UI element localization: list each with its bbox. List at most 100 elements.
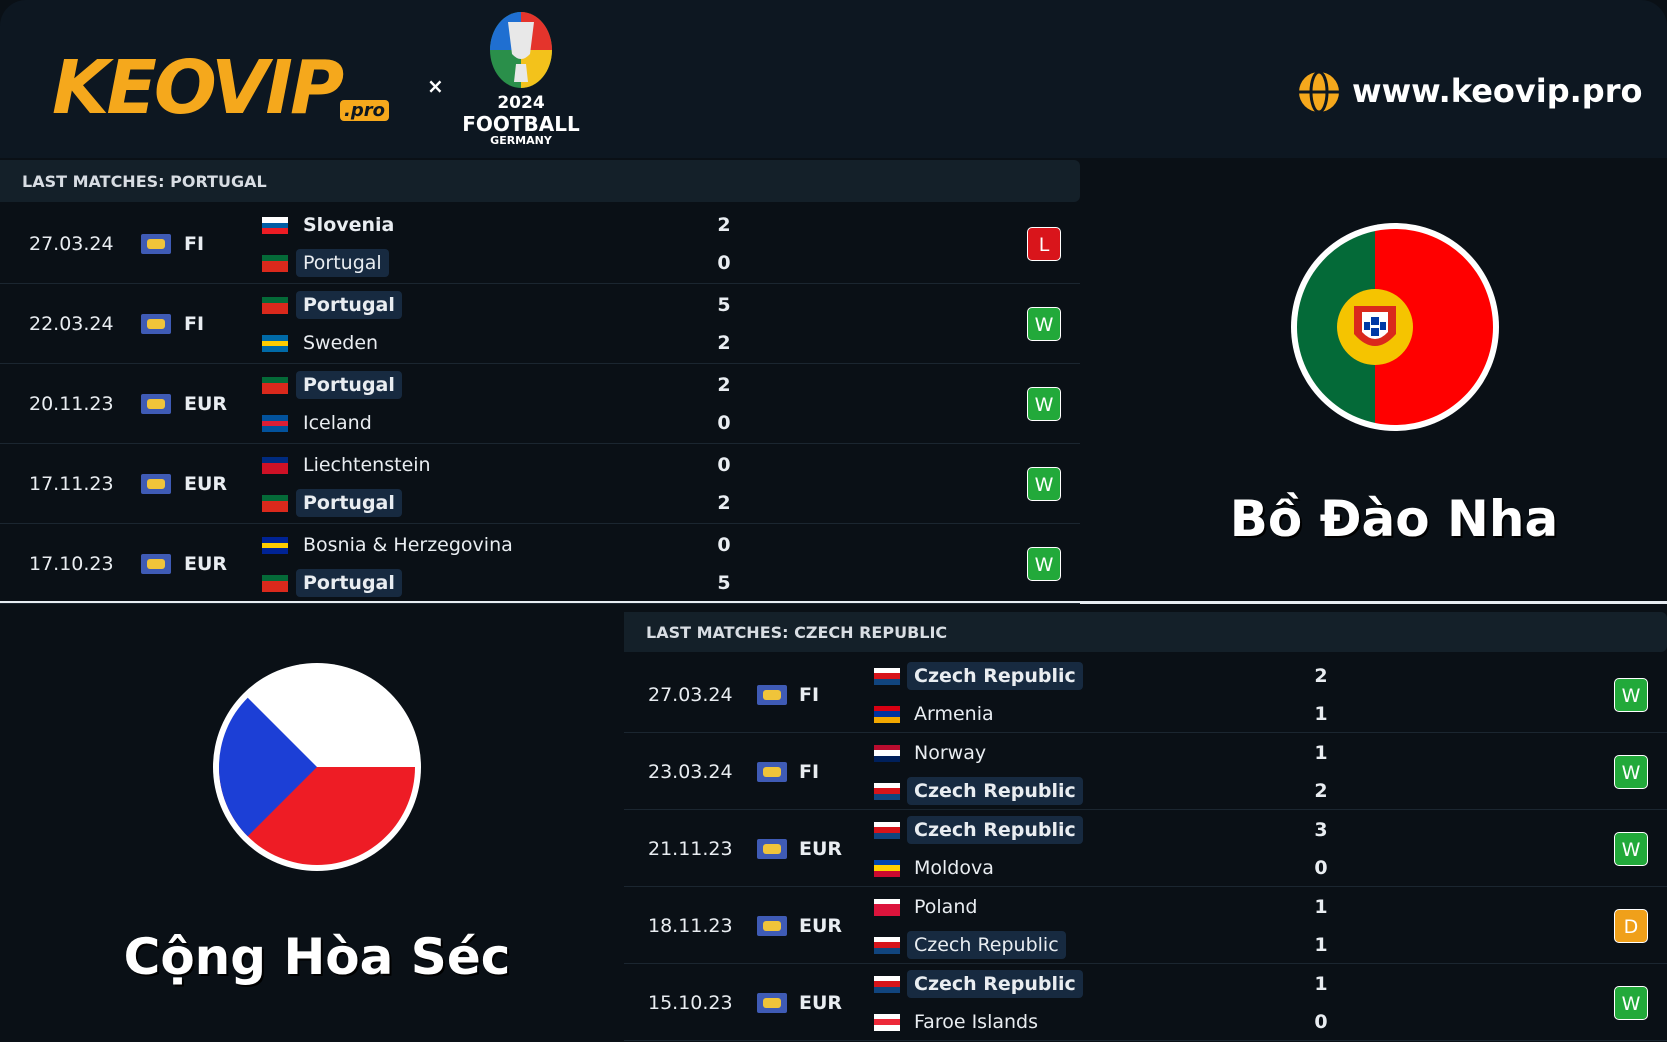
- event-name: FOOTBALL: [462, 112, 580, 136]
- team-flag: [874, 898, 900, 916]
- score-home: 2: [1314, 664, 1328, 687]
- team-name-away: Czech Republic: [907, 930, 1066, 959]
- result-badge: D: [1614, 908, 1648, 943]
- team-name-away: Portugal: [296, 249, 389, 277]
- score-home: 2: [717, 374, 731, 396]
- team-flag: [874, 782, 900, 800]
- score-home: 0: [717, 534, 731, 556]
- score-home: 1: [1314, 895, 1328, 918]
- section-heading: LAST MATCHES: CZECH REPUBLIC: [624, 612, 1667, 652]
- competition: EUR: [799, 991, 843, 1014]
- result-badge: W: [1614, 831, 1648, 866]
- team-name-away: Sweden: [303, 332, 379, 354]
- team-flag: [874, 667, 900, 685]
- match-divider: [624, 809, 1667, 810]
- score-away: 1: [1314, 933, 1328, 956]
- website: www.keovip.pro: [1352, 72, 1643, 110]
- logo: KEOVIP: [52, 45, 344, 131]
- team-flag: [874, 975, 900, 993]
- team-flag: [874, 744, 900, 762]
- competition: FI: [799, 760, 820, 783]
- competition: FI: [184, 313, 205, 335]
- score-away: 5: [717, 572, 731, 594]
- score-away: 0: [717, 412, 731, 434]
- match-divider: [0, 443, 1080, 444]
- score-away: 2: [717, 492, 731, 514]
- competition-icon: [141, 394, 171, 414]
- result-badge: W: [1614, 754, 1648, 789]
- team-flag: [262, 495, 288, 512]
- globe-icon: [1299, 70, 1339, 114]
- team-name-home: Czech Republic: [907, 815, 1083, 844]
- team-name-away: Moldova: [914, 856, 994, 879]
- competition: EUR: [799, 837, 843, 860]
- match-date: 17.11.23: [29, 473, 114, 495]
- match-divider: [624, 732, 1667, 733]
- competition-icon: [141, 314, 171, 334]
- team-name-away: Portugal: [296, 489, 402, 517]
- team-name-home: Slovenia: [303, 214, 395, 236]
- team-name-home: Czech Republic: [907, 969, 1083, 998]
- match-date: 22.03.24: [29, 313, 114, 335]
- portugal-flag-circle: [1291, 223, 1499, 431]
- team-flag: [874, 705, 900, 723]
- team-flag: [262, 255, 288, 272]
- competition: FI: [799, 683, 820, 706]
- team-name-home: Norway: [914, 741, 987, 764]
- team-name-home: Liechtenstein: [303, 454, 431, 476]
- competition: FI: [184, 233, 205, 255]
- result-badge: W: [1027, 467, 1061, 501]
- match-date: 21.11.23: [648, 837, 733, 860]
- match-divider: [0, 523, 1080, 524]
- score-away: 2: [717, 332, 731, 354]
- team-name-home: Portugal: [296, 291, 402, 319]
- competition: EUR: [799, 914, 843, 937]
- team-name: Bồ Đào Nha: [1229, 490, 1559, 548]
- team-name-home: Bosnia & Herzegovina: [303, 534, 513, 556]
- team-flag: [262, 537, 288, 554]
- logo-suffix: .pro: [340, 100, 389, 121]
- score-away: 0: [717, 252, 731, 274]
- section-heading: LAST MATCHES: PORTUGAL: [0, 160, 1080, 202]
- score-away: 0: [1314, 1010, 1328, 1033]
- event-host: GERMANY: [490, 134, 552, 147]
- match-date: 18.11.23: [648, 914, 733, 937]
- competition: EUR: [184, 553, 228, 575]
- score-home: 1: [1314, 972, 1328, 995]
- team-flag: [874, 936, 900, 954]
- result-badge: W: [1027, 387, 1061, 421]
- match-date: 27.03.24: [29, 233, 114, 255]
- divider: [0, 601, 1667, 604]
- match-divider: [624, 963, 1667, 964]
- competition-icon: [757, 915, 787, 936]
- match-divider: [0, 603, 1080, 604]
- team-flag: [262, 335, 288, 352]
- team-name-away: Czech Republic: [907, 776, 1083, 805]
- match-date: 17.10.23: [29, 553, 114, 575]
- match-divider: [624, 1040, 1667, 1041]
- team-name-away: Faroe Islands: [914, 1010, 1039, 1033]
- result-badge: W: [1027, 307, 1061, 341]
- competition-icon: [141, 474, 171, 494]
- score-home: 0: [717, 454, 731, 476]
- match-date: 27.03.24: [648, 683, 733, 706]
- team-name-home: Poland: [914, 895, 978, 918]
- team-flag: [262, 457, 288, 474]
- competition: EUR: [184, 393, 228, 415]
- competition-icon: [757, 761, 787, 782]
- team-flag: [262, 415, 288, 432]
- team-name: Cộng Hòa Séc: [123, 928, 511, 986]
- team-flag: [874, 1013, 900, 1031]
- team-name-away: Portugal: [296, 569, 402, 597]
- trophy-icon: [490, 12, 552, 88]
- match-divider: [0, 283, 1080, 284]
- competition: EUR: [184, 473, 228, 495]
- result-badge: L: [1027, 227, 1061, 261]
- competition-icon: [757, 838, 787, 859]
- match-date: 15.10.23: [648, 991, 733, 1014]
- score-home: 3: [1314, 818, 1328, 841]
- team-name-away: Iceland: [303, 412, 372, 434]
- team-name-home: Portugal: [296, 371, 402, 399]
- competition-icon: [757, 684, 787, 705]
